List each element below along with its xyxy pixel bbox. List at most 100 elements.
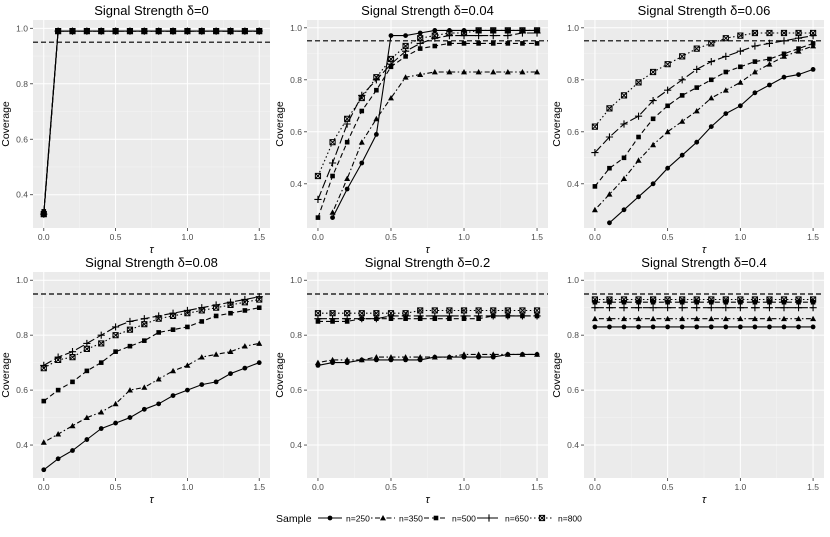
- data-point-n=800: [795, 29, 802, 37]
- x-axis-label: τ: [149, 494, 154, 506]
- series-line-n=800: [594, 32, 814, 127]
- data-point-n=500: [490, 41, 496, 46]
- legend-label: n=350: [399, 514, 423, 524]
- data-point-n=250: [650, 324, 656, 330]
- data-point-n=350: [504, 351, 511, 357]
- y-tick-label: 0.8: [567, 330, 579, 340]
- data-point-n=650: [314, 195, 322, 203]
- x-axis-label: τ: [425, 494, 430, 506]
- data-point-n=650: [765, 39, 774, 47]
- data-point-n=800: [751, 296, 759, 303]
- y-axis-label: Coverage: [0, 101, 12, 147]
- data-point-n=800: [112, 332, 119, 339]
- data-point-n=800: [475, 307, 482, 314]
- y-tick-label: 1.0: [16, 23, 28, 33]
- data-point-n=350: [69, 422, 76, 429]
- data-point-n=250: [199, 382, 205, 388]
- data-point-n=350: [534, 69, 541, 75]
- data-point-n=500: [315, 215, 321, 220]
- data-point-n=250: [796, 324, 801, 330]
- x-tick-label: 1.5: [253, 232, 265, 242]
- data-point-n=350: [213, 351, 220, 357]
- data-point-n=650: [664, 86, 672, 94]
- legend-key-marker: [485, 514, 493, 522]
- data-point-n=800: [635, 79, 642, 86]
- data-point-n=650: [605, 304, 614, 312]
- data-point-n=250: [388, 33, 394, 38]
- data-point-n=800: [591, 123, 599, 130]
- data-point-n=250: [141, 406, 147, 412]
- data-point-n=350: [126, 387, 133, 393]
- x-tick-label: 0.5: [110, 232, 122, 242]
- data-point-n=650: [634, 112, 643, 120]
- data-point-n=250: [84, 437, 90, 442]
- data-point-n=650: [722, 52, 730, 60]
- data-point-n=800: [329, 310, 336, 317]
- data-point-n=350: [417, 354, 424, 360]
- data-point-n=800: [475, 27, 482, 34]
- data-point-n=350: [431, 69, 438, 75]
- x-tick-label: 1.5: [531, 232, 543, 242]
- x-tick-label: 0.0: [312, 232, 324, 242]
- y-axis-label: Coverage: [0, 352, 12, 398]
- data-point-n=350: [810, 43, 817, 49]
- data-point-n=500: [185, 324, 190, 330]
- data-point-n=800: [766, 296, 773, 303]
- data-point-n=350: [475, 69, 482, 75]
- y-tick-label: 0.6: [567, 385, 579, 395]
- data-point-n=800: [314, 172, 322, 180]
- data-point-n=800: [241, 299, 248, 306]
- data-point-n=350: [722, 87, 729, 93]
- data-point-n=350: [679, 118, 686, 124]
- data-point-n=800: [606, 296, 613, 303]
- series-line-n=500: [317, 42, 537, 218]
- data-point-n=350: [314, 359, 321, 366]
- data-point-n=350: [40, 439, 47, 445]
- series-line-n=500: [594, 42, 814, 187]
- y-tick-label: 0.4: [290, 440, 302, 450]
- data-point-n=500: [708, 77, 714, 83]
- data-point-n=800: [314, 310, 322, 317]
- data-point-n=250: [403, 33, 408, 38]
- data-point-n=800: [55, 27, 62, 35]
- data-point-n=350: [751, 315, 758, 322]
- data-point-n=250: [256, 360, 262, 366]
- data-point-n=350: [781, 315, 787, 322]
- data-point-n=800: [213, 304, 220, 311]
- x-axis-label: τ: [149, 244, 154, 256]
- series-line-n=350: [43, 342, 260, 443]
- data-point-n=650: [751, 304, 759, 312]
- data-point-n=650: [722, 304, 730, 312]
- data-point-n=350: [751, 69, 758, 75]
- data-point-n=800: [387, 55, 395, 63]
- y-tick-label: 0.4: [16, 190, 28, 200]
- data-point-n=800: [198, 27, 205, 35]
- data-point-n=350: [198, 354, 205, 360]
- data-point-n=800: [737, 296, 744, 303]
- data-point-n=800: [358, 94, 365, 102]
- data-point-n=250: [170, 393, 176, 398]
- data-point-n=800: [533, 27, 541, 34]
- data-point-n=250: [359, 160, 365, 166]
- data-point-n=350: [810, 315, 817, 322]
- data-point-n=250: [781, 74, 787, 80]
- x-tick-label: 1.5: [531, 482, 543, 492]
- data-point-n=250: [156, 401, 162, 407]
- legend-label: n=800: [558, 514, 582, 524]
- data-point-n=650: [126, 317, 134, 326]
- data-point-n=800: [504, 27, 511, 34]
- legend-title: Sample: [276, 513, 312, 525]
- data-point-n=800: [69, 27, 76, 35]
- data-point-n=350: [402, 74, 409, 80]
- legend-label: n=650: [505, 514, 529, 524]
- data-point-n=350: [664, 315, 671, 322]
- data-point-n=800: [387, 310, 395, 317]
- data-point-n=250: [373, 132, 379, 137]
- data-point-n=800: [141, 321, 148, 328]
- data-point-n=250: [708, 124, 714, 129]
- data-point-n=650: [591, 149, 599, 157]
- data-point-n=500: [84, 368, 90, 374]
- data-point-n=350: [373, 354, 380, 360]
- data-point-n=250: [679, 324, 685, 330]
